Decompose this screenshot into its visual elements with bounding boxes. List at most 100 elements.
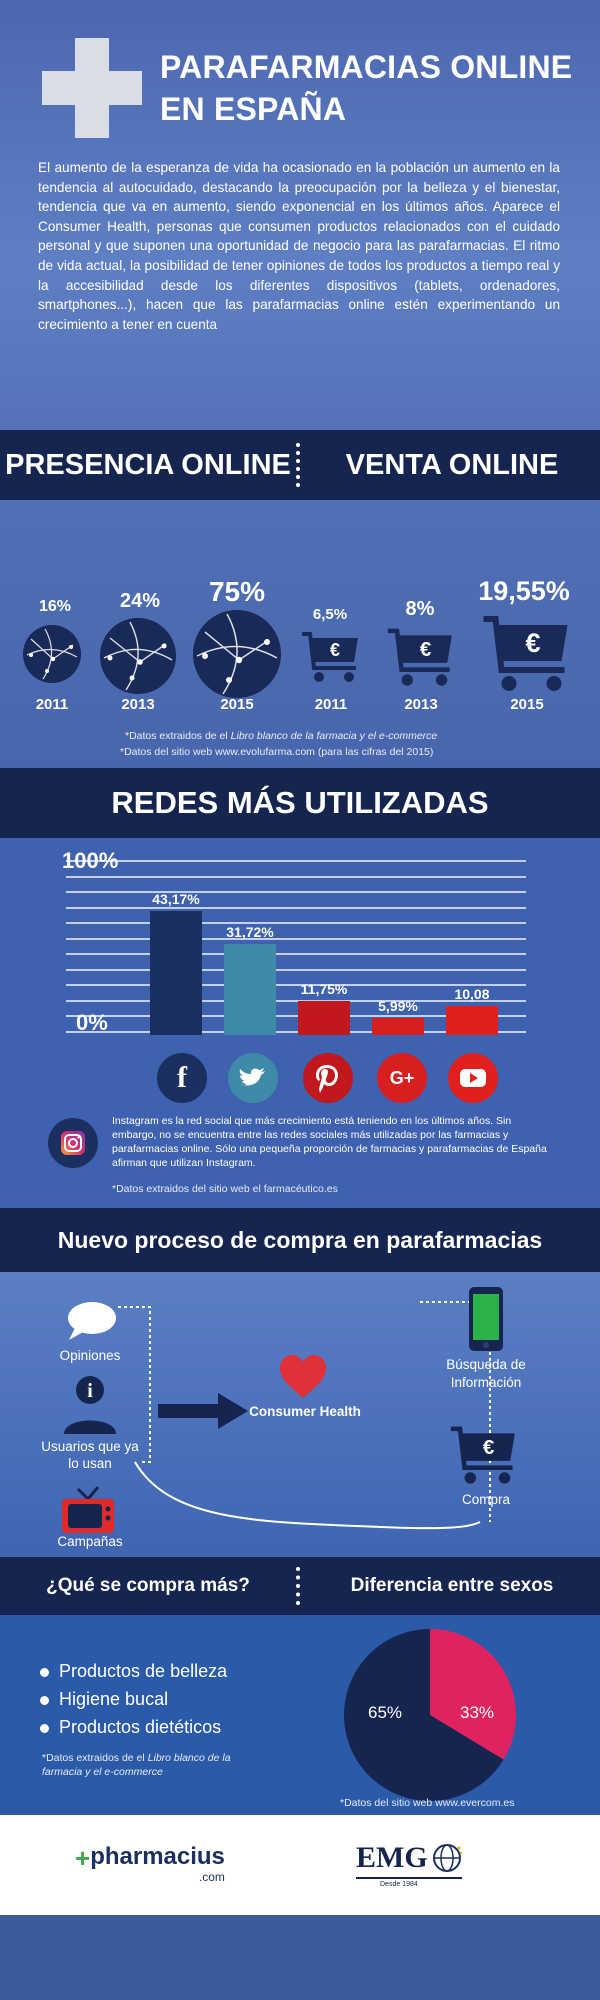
gridline (66, 968, 526, 971)
list-item: Productos dietéticos (40, 1717, 221, 1738)
list-item: Productos de belleza (40, 1661, 227, 1682)
pie-slice-right (430, 1629, 516, 1760)
gridline (66, 906, 526, 909)
pie-note: *Datos del sitio web www.evercom.es (340, 1797, 515, 1809)
presence-note-2: *Datos del sitio web www.evolufarma.com … (120, 746, 434, 758)
pie-label-right: 33% (460, 1703, 495, 1722)
pharmacius-logo[interactable]: +pharmacius .com (75, 1843, 225, 1884)
plus-icon: + (75, 1843, 91, 1873)
consumer-health-label: Consumer Health (249, 1404, 361, 1419)
bar-twitter (224, 944, 276, 1035)
presence-2013-value: 24% (119, 590, 161, 612)
euro-symbol: € (483, 1436, 495, 1459)
presence-2011-year: 2011 (35, 696, 69, 713)
usuarios-label: Usuarios que ya lo usan (41, 1439, 139, 1471)
gridline (66, 999, 526, 1002)
gender-pie-chart (343, 1629, 516, 1801)
title-line-2: EN ESPAÑA (160, 91, 347, 127)
globe-icon (100, 618, 176, 694)
smartphone-icon (469, 1287, 503, 1351)
campanas-label: Campañas (57, 1534, 123, 1549)
intro-text: El aumento de la esperanza de vida ha oc… (38, 160, 560, 332)
emg-subtitle: Desde 1984 (380, 1881, 418, 1888)
user-info-icon: i (64, 1376, 116, 1434)
divider-dots (296, 443, 304, 487)
twitter-icon (228, 1053, 278, 1103)
que-heading: ¿Qué se compra más? (46, 1575, 250, 1596)
gridline (66, 953, 526, 955)
arrow-right-icon (158, 1393, 248, 1429)
divider-dots (296, 1567, 304, 1605)
compra-section: Opiniones i Usuarios que ya lo usan Camp… (0, 1272, 600, 1557)
sales-heading: VENTA ONLINE (345, 448, 559, 481)
gridline (66, 860, 526, 862)
euro-symbol: € (420, 638, 432, 661)
presence-note-1: *Datos extraidos de el Libro blanco de l… (125, 730, 438, 742)
bar-google (372, 1017, 424, 1035)
sales-2013-year: 2013 (404, 696, 438, 713)
title-line-1: PARAFARMACIAS ONLINE (160, 49, 573, 85)
globe-icon (23, 625, 81, 683)
euro-symbol: € (525, 628, 540, 658)
sales-2011-value: 6,5% (312, 606, 348, 623)
presence-2013-year: 2013 (121, 696, 155, 713)
compra-bar: Nuevo proceso de compra en parafarmacias (0, 1208, 600, 1272)
pie-label-left: 65% (368, 1703, 403, 1722)
gridline (66, 922, 526, 924)
presence-2015-year: 2015 (220, 696, 254, 713)
instagram-icon (48, 1118, 98, 1168)
shopping-cart-icon: € (302, 632, 358, 682)
shopping-cart-icon: € (483, 616, 568, 691)
tv-icon (62, 1486, 114, 1533)
shopping-cart-icon: € (387, 628, 452, 686)
bar-youtube (446, 1006, 498, 1035)
list-item: Higiene bucal (40, 1689, 168, 1710)
facebook-icon: f (157, 1053, 207, 1103)
busqueda-label: Búsqueda de Información (446, 1357, 526, 1390)
euro-symbol: € (330, 640, 340, 660)
opiniones-label: Opiniones (59, 1348, 121, 1363)
sales-2013-value: 8% (405, 598, 435, 620)
presence-section: 16% 2011 24% 2013 75% 2015 6,5% € 2011 8… (0, 500, 600, 768)
que-section: Productos de belleza Higiene bucal Produ… (0, 1615, 600, 1815)
redes-bar: REDES MÁS UTILIZADAS (0, 768, 600, 838)
gridline (66, 891, 526, 893)
bar-value-label: 11,75% (300, 981, 348, 998)
bar-facebook (150, 911, 202, 1035)
que-bar: ¿Qué se compra más? Diferencia entre sex… (0, 1557, 600, 1615)
sexos-heading: Diferencia entre sexos (350, 1575, 554, 1596)
bar-pinterest (298, 1001, 350, 1035)
instagram-text: Instagram es la red social que más creci… (112, 1115, 547, 1169)
sales-2015-year: 2015 (510, 696, 544, 713)
speech-bubble-icon (68, 1302, 116, 1340)
heart-icon (280, 1355, 326, 1398)
info-glyph: i (87, 1380, 93, 1402)
header-section: PARAFARMACIAS ONLINE EN ESPAÑA El aument… (0, 0, 600, 430)
globe-icon (193, 610, 281, 698)
gridline (66, 984, 526, 986)
pinterest-icon (303, 1053, 353, 1103)
presence-heading: PRESENCIA ONLINE (5, 448, 291, 481)
redes-heading: REDES MÁS UTILIZADAS (111, 785, 489, 820)
google-plus-icon: G+ (377, 1053, 427, 1103)
footer-section: +pharmacius .com EMG Desde 1984 (0, 1815, 600, 1915)
gridline (66, 1030, 526, 1033)
sales-2011-year: 2011 (314, 696, 348, 713)
compra-heading: Nuevo proceso de compra en parafarmacias (57, 1226, 543, 1253)
bar-value-label: 10,08 (454, 986, 490, 1003)
bar-value-label: 31,72% (226, 924, 274, 941)
gridline (66, 1015, 526, 1017)
redes-section: 100% 0% 43,17% 31,72% 11,75% 5,99% 10,08 f G… (0, 838, 600, 1208)
plus-icon (42, 38, 142, 138)
redes-note: *Datos extraidos del sitio web el farmac… (112, 1183, 338, 1195)
emg-logo[interactable]: EMG (356, 1841, 462, 1879)
que-note: *Datos extraidos de el Libro blanco de l… (42, 1752, 231, 1778)
globe-icon (432, 1844, 462, 1872)
shopping-cart-icon: € (450, 1426, 515, 1484)
sales-2015-value: 19,55% (478, 576, 570, 606)
bar-plot-area: 43,17% 31,72% 11,75% 5,99% 10,08 (150, 858, 520, 1035)
pie-slice-left (343, 1629, 504, 1801)
presence-bar: PRESENCIA ONLINE VENTA ONLINE (0, 430, 600, 500)
bar-value-label: 5,99% (378, 997, 418, 1014)
bar-value-label: 43,17% (152, 891, 200, 908)
